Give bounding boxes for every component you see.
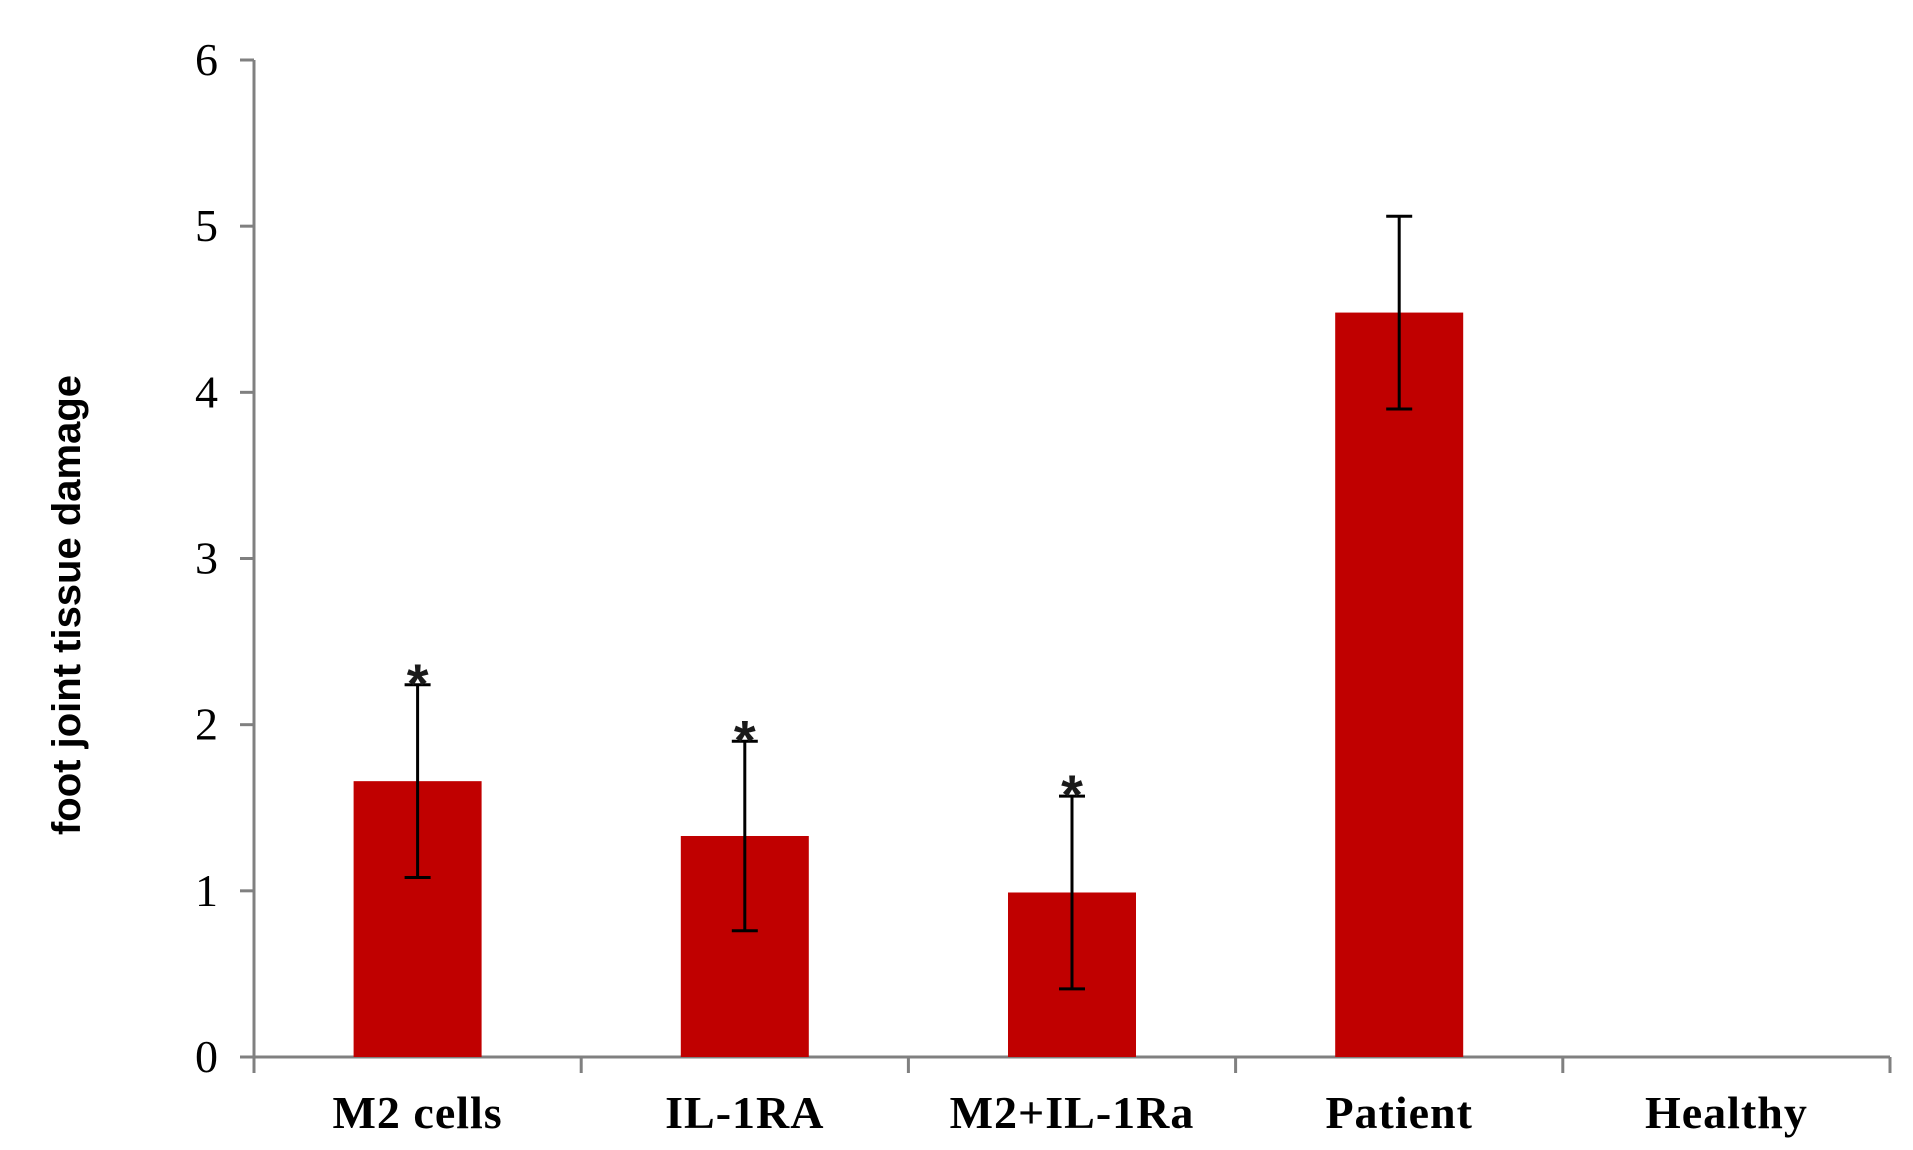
y-tick-label: 4 bbox=[195, 366, 218, 417]
y-tick-label: 2 bbox=[195, 699, 218, 750]
significance-marker: * bbox=[1061, 763, 1083, 826]
y-tick-label: 6 bbox=[195, 34, 218, 85]
y-tick-label: 5 bbox=[195, 200, 218, 251]
y-tick-label: 1 bbox=[195, 865, 218, 916]
plot-area: 0 1 2 3 4 5 6 * M2 cells * IL-1RA * M2+IL-1Ra Patient… bbox=[195, 34, 1892, 1138]
y-tick-label: 3 bbox=[195, 533, 218, 584]
significance-marker: * bbox=[407, 652, 429, 715]
bar-patient bbox=[1335, 312, 1464, 1057]
significance-marker: * bbox=[734, 708, 756, 771]
x-category-label: Healthy bbox=[1645, 1087, 1808, 1138]
x-category-label: M2+IL-1Ra bbox=[950, 1087, 1195, 1138]
x-category-label: Patient bbox=[1325, 1087, 1473, 1138]
y-axis-title: foot joint tissue damage bbox=[45, 375, 89, 835]
x-category-label: M2 cells bbox=[332, 1087, 502, 1138]
x-category-label: IL-1RA bbox=[665, 1087, 824, 1138]
y-axis-title-group: foot joint tissue damage bbox=[45, 375, 89, 835]
y-tick-label: 0 bbox=[195, 1031, 218, 1082]
